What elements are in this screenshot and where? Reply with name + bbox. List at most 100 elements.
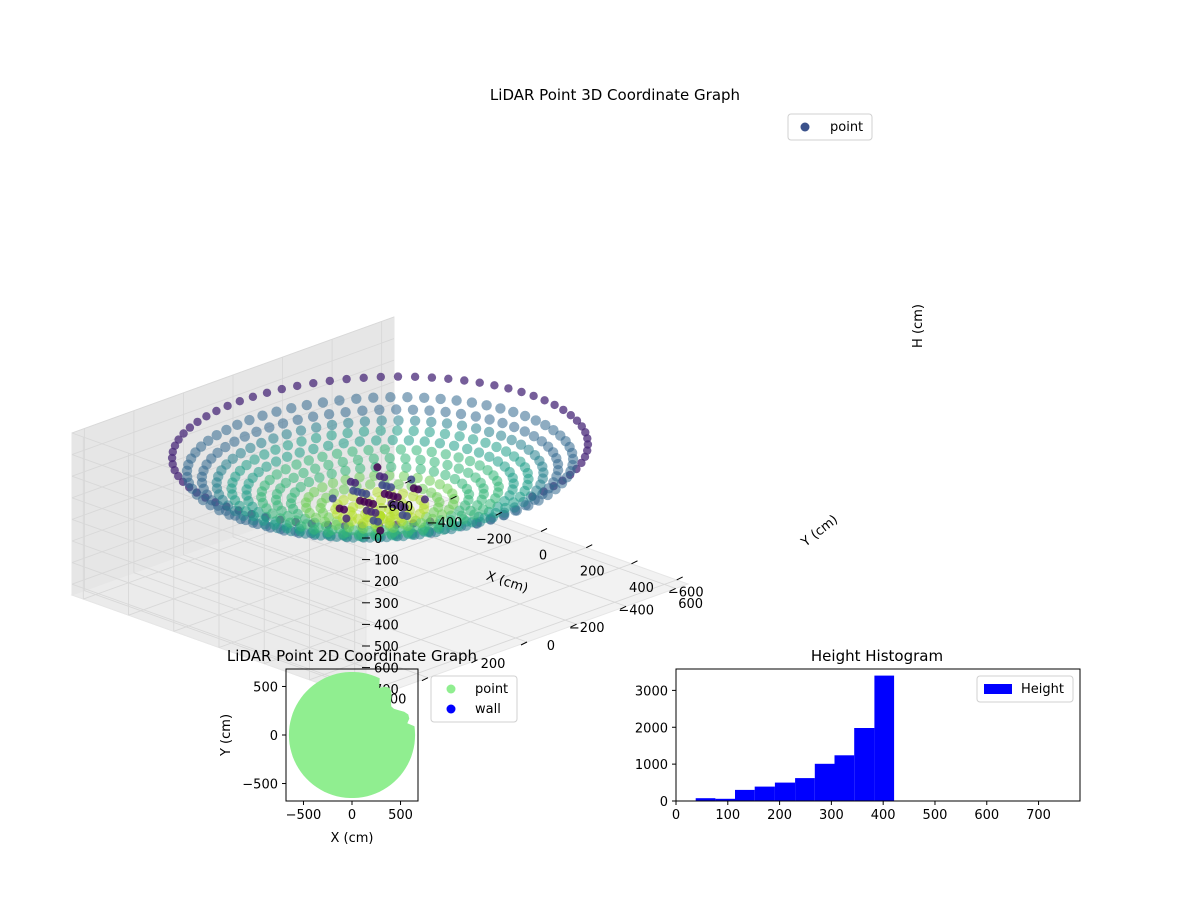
cloud-point: [185, 423, 195, 432]
cloud-point: [375, 472, 384, 481]
y-tick-label: 1000: [635, 758, 668, 773]
cloud-point: [435, 393, 446, 405]
cloud-point: [508, 406, 519, 418]
cloud-point: [379, 444, 390, 455]
cloud-point: [286, 403, 297, 414]
chart-3d-zlabel: H (cm): [911, 304, 926, 348]
cloud-point: [408, 425, 419, 437]
cloud-point: [506, 434, 517, 446]
histogram-bar: [774, 782, 796, 801]
cloud-point: [384, 453, 395, 464]
cloud-point: [292, 414, 303, 425]
cloud-point: [277, 384, 286, 394]
cloud-point: [495, 403, 506, 414]
cloud-point: [268, 433, 279, 444]
cloud-point: [167, 453, 177, 463]
x-tick-mark: [676, 576, 683, 581]
histogram-bar: [715, 798, 736, 801]
cloud-point: [403, 435, 415, 446]
z-tick-label: 500: [374, 640, 399, 655]
cloud-point: [321, 492, 332, 504]
cloud-point: [484, 414, 495, 425]
cloud-point: [482, 465, 493, 476]
x-tick-label: −500: [286, 808, 322, 823]
chart-3d-legend-label: point: [830, 120, 863, 135]
cloud-point: [453, 463, 464, 474]
cloud-point: [282, 451, 293, 462]
y-tick-mark: [520, 641, 528, 646]
cloud-point: [179, 429, 188, 438]
chart-3d: LiDAR Point 3D Coordinate Graph −600 −400…: [70, 86, 926, 708]
chart-2d-legend-label-wall: wall: [475, 702, 501, 717]
cloud-point: [338, 438, 349, 449]
cloud-point: [168, 460, 177, 469]
chart-histogram-frame: [675, 668, 1081, 802]
cloud-point: [308, 443, 319, 455]
cloud-point: [517, 387, 526, 397]
histogram-bar: [814, 763, 835, 801]
cloud-point: [282, 440, 294, 451]
grid-z-back: [71, 497, 367, 604]
cloud-point: [245, 442, 256, 454]
cloud-point: [463, 467, 474, 478]
chart-2d-ticks: −500 0 500 500 0 −500: [242, 680, 413, 823]
y-tick-label: 0: [660, 795, 668, 810]
cloud-point: [294, 447, 305, 458]
cloud-point: [434, 479, 445, 490]
x-tick-mark: [586, 544, 593, 549]
cloud-point: [440, 406, 451, 418]
cloud-point: [529, 391, 538, 401]
cloud-point: [193, 417, 202, 427]
cloud-point: [326, 419, 338, 431]
y-tick-label: 0: [547, 639, 555, 654]
cloud-point: [475, 378, 484, 387]
cloud-point: [368, 453, 379, 464]
x-tick-label: 500: [388, 808, 413, 823]
cloud-point: [358, 426, 370, 437]
chart-histogram-title: Height Histogram: [811, 647, 943, 665]
y-tick-label: 0: [270, 729, 278, 744]
chart-3d-title: LiDAR Point 3D Coordinate Graph: [490, 86, 740, 104]
cloud-point: [343, 417, 354, 429]
cloud-point: [456, 420, 468, 431]
cloud-point: [337, 456, 348, 468]
cloud-point: [387, 434, 398, 446]
grid-z-left: [71, 316, 395, 434]
cloud-point: [380, 489, 389, 498]
y-tick-label: 500: [253, 680, 278, 695]
cloud-point: [407, 404, 419, 415]
cloud-point: [400, 453, 411, 464]
cloud-point: [500, 446, 512, 457]
cloud-point: [428, 466, 440, 477]
cloud-point: [362, 506, 371, 515]
cloud-point: [346, 477, 355, 486]
chart-2d-point-disc: [288, 672, 416, 798]
x-tick-mark: [450, 495, 457, 500]
cloud-point: [393, 415, 404, 426]
cloud-point: [317, 397, 329, 408]
cloud-point: [349, 486, 358, 495]
cloud-point: [409, 484, 418, 493]
cloud-point: [515, 439, 527, 450]
x-tick-label: −600: [377, 500, 413, 515]
cloud-point: [271, 469, 282, 480]
cloud-point: [419, 392, 430, 403]
cloud-point: [311, 422, 322, 433]
cloud-point: [325, 376, 334, 386]
cloud-point: [376, 415, 387, 426]
histogram-bar: [795, 778, 815, 801]
cloud-point: [326, 468, 337, 479]
cloud-point: [470, 472, 481, 483]
x-tick-label: 100: [715, 808, 740, 823]
cloud-point: [440, 449, 451, 460]
cloud-point: [426, 446, 437, 458]
cloud-point: [540, 419, 551, 431]
cloud-point: [480, 437, 491, 448]
grid-z-left: [71, 338, 395, 456]
cloud-point: [411, 445, 422, 456]
cloud-point: [528, 431, 540, 442]
cloud-point: [473, 447, 485, 458]
cloud-point: [357, 405, 368, 416]
chart-3d-gridlines: [71, 316, 677, 697]
